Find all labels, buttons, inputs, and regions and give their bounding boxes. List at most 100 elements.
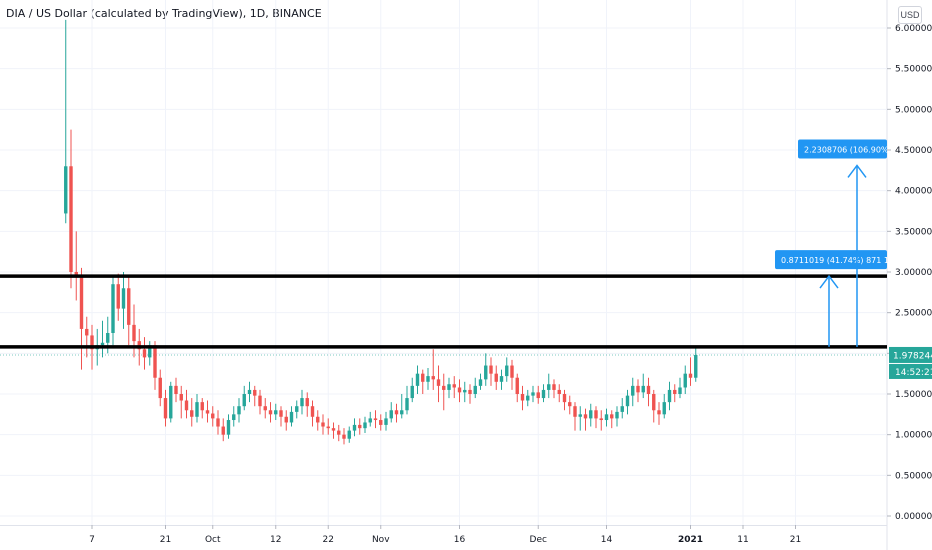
x-tick-label: 14 [601, 535, 613, 545]
candle-body [652, 394, 656, 411]
candle-body [253, 389, 257, 396]
candle-body [457, 387, 462, 393]
candle-body [384, 418, 388, 425]
candle-body [641, 385, 645, 393]
candle-body [169, 385, 173, 419]
candle-body [510, 365, 514, 378]
candle-body [484, 365, 488, 380]
y-tick-label: 0.5000000 [895, 471, 932, 481]
measure-arrow-head [819, 274, 839, 289]
candle-body [436, 379, 441, 386]
candle-body [142, 349, 147, 358]
candle-body [342, 434, 346, 439]
candle-body [547, 384, 551, 390]
candle-body [216, 418, 220, 427]
candle-body [158, 377, 162, 399]
candle-body [64, 166, 68, 214]
candle-body [447, 384, 451, 390]
candle-body [594, 410, 598, 419]
x-tick-label: Dec [530, 535, 547, 545]
x-tick-label: 16 [454, 535, 466, 545]
candle-body [305, 398, 309, 407]
candle-body [468, 389, 472, 394]
y-tick-label: 6.0000000 [895, 24, 932, 34]
candle-body [352, 424, 357, 431]
candle-body [421, 373, 425, 382]
candle-body [678, 387, 682, 394]
candle-body [673, 389, 677, 394]
candle-body [557, 389, 561, 394]
candle-body [221, 426, 225, 435]
x-tick-label: 22 [323, 535, 334, 545]
candle-body [536, 392, 540, 399]
candle-body [636, 385, 640, 393]
candle-body [431, 376, 435, 380]
candle-body [515, 377, 519, 394]
candle-body [426, 376, 430, 382]
candle-body [321, 422, 325, 427]
candle-body [279, 410, 283, 417]
candle-body [111, 284, 115, 333]
candle-body [79, 276, 84, 329]
y-axis: 6.0000000 5.5000000 5.0000000 4.5000000 4.00… [887, 24, 932, 522]
measure-label: 0.8711019 (41.74%) 871 1019 [781, 256, 904, 265]
candle-body [473, 385, 477, 394]
candle-body [226, 420, 231, 435]
candle-body [694, 354, 698, 378]
candle-body [610, 414, 614, 419]
candle-body [232, 414, 236, 421]
candle-body [494, 373, 498, 382]
candle-body [589, 410, 593, 419]
x-tick-label: Nov [372, 535, 390, 545]
candle-body [69, 166, 73, 272]
candle-body [683, 373, 687, 388]
measure-label: 2.2308706 (106.90%) 22 [804, 145, 904, 154]
candle-body [363, 422, 367, 429]
y-tick-label: 3.5000000 [895, 227, 932, 237]
candle-body [489, 365, 493, 374]
candle-body [316, 416, 320, 423]
candle-body [562, 394, 567, 403]
x-tick-label: 21 [160, 535, 171, 545]
candle-body [568, 402, 572, 407]
current-price-badge [889, 346, 932, 363]
candle-body [153, 345, 157, 378]
candle-body [599, 418, 603, 421]
candle-body [300, 398, 304, 407]
candle-body [389, 410, 393, 419]
candle-body [295, 406, 299, 412]
y-tick-label: 5.0000000 [895, 105, 932, 115]
currency-button[interactable]: USD [898, 6, 922, 24]
candle-body [127, 288, 131, 325]
candle-body [410, 385, 414, 399]
x-tick-label: 21 [790, 535, 801, 545]
candle-body [463, 389, 467, 393]
current-price-value: 1.9782448 [893, 351, 932, 361]
candle-body [379, 420, 383, 425]
measure-label-box [798, 139, 887, 159]
horizontal-lines [0, 274, 887, 349]
candle-body [85, 328, 89, 336]
y-tick-label: 3.0000000 [895, 268, 932, 278]
candle-body [200, 402, 204, 411]
candle-body [121, 288, 126, 309]
candle-body [578, 414, 582, 417]
candle-body [667, 389, 672, 403]
x-tick-label: 11 [737, 535, 748, 545]
candle-body [646, 385, 651, 394]
candle-body [132, 324, 136, 342]
candle-body [631, 385, 635, 396]
measurements: 0.8711019 (41.74%) 871 1019 2.2308706 (10… [775, 139, 904, 347]
y-tick-label: 1.0000000 [895, 431, 932, 441]
candle-body [195, 402, 199, 417]
candle-body [326, 426, 330, 429]
measure-arrow-head [847, 164, 867, 178]
candle-body [337, 430, 341, 435]
candle-body [373, 418, 378, 421]
candle-body [148, 345, 152, 358]
y-tick-label: 5.5000000 [895, 65, 932, 75]
candle-body [211, 413, 215, 419]
y-tick-label: 2.5000000 [895, 309, 932, 319]
candle-body [499, 376, 504, 382]
